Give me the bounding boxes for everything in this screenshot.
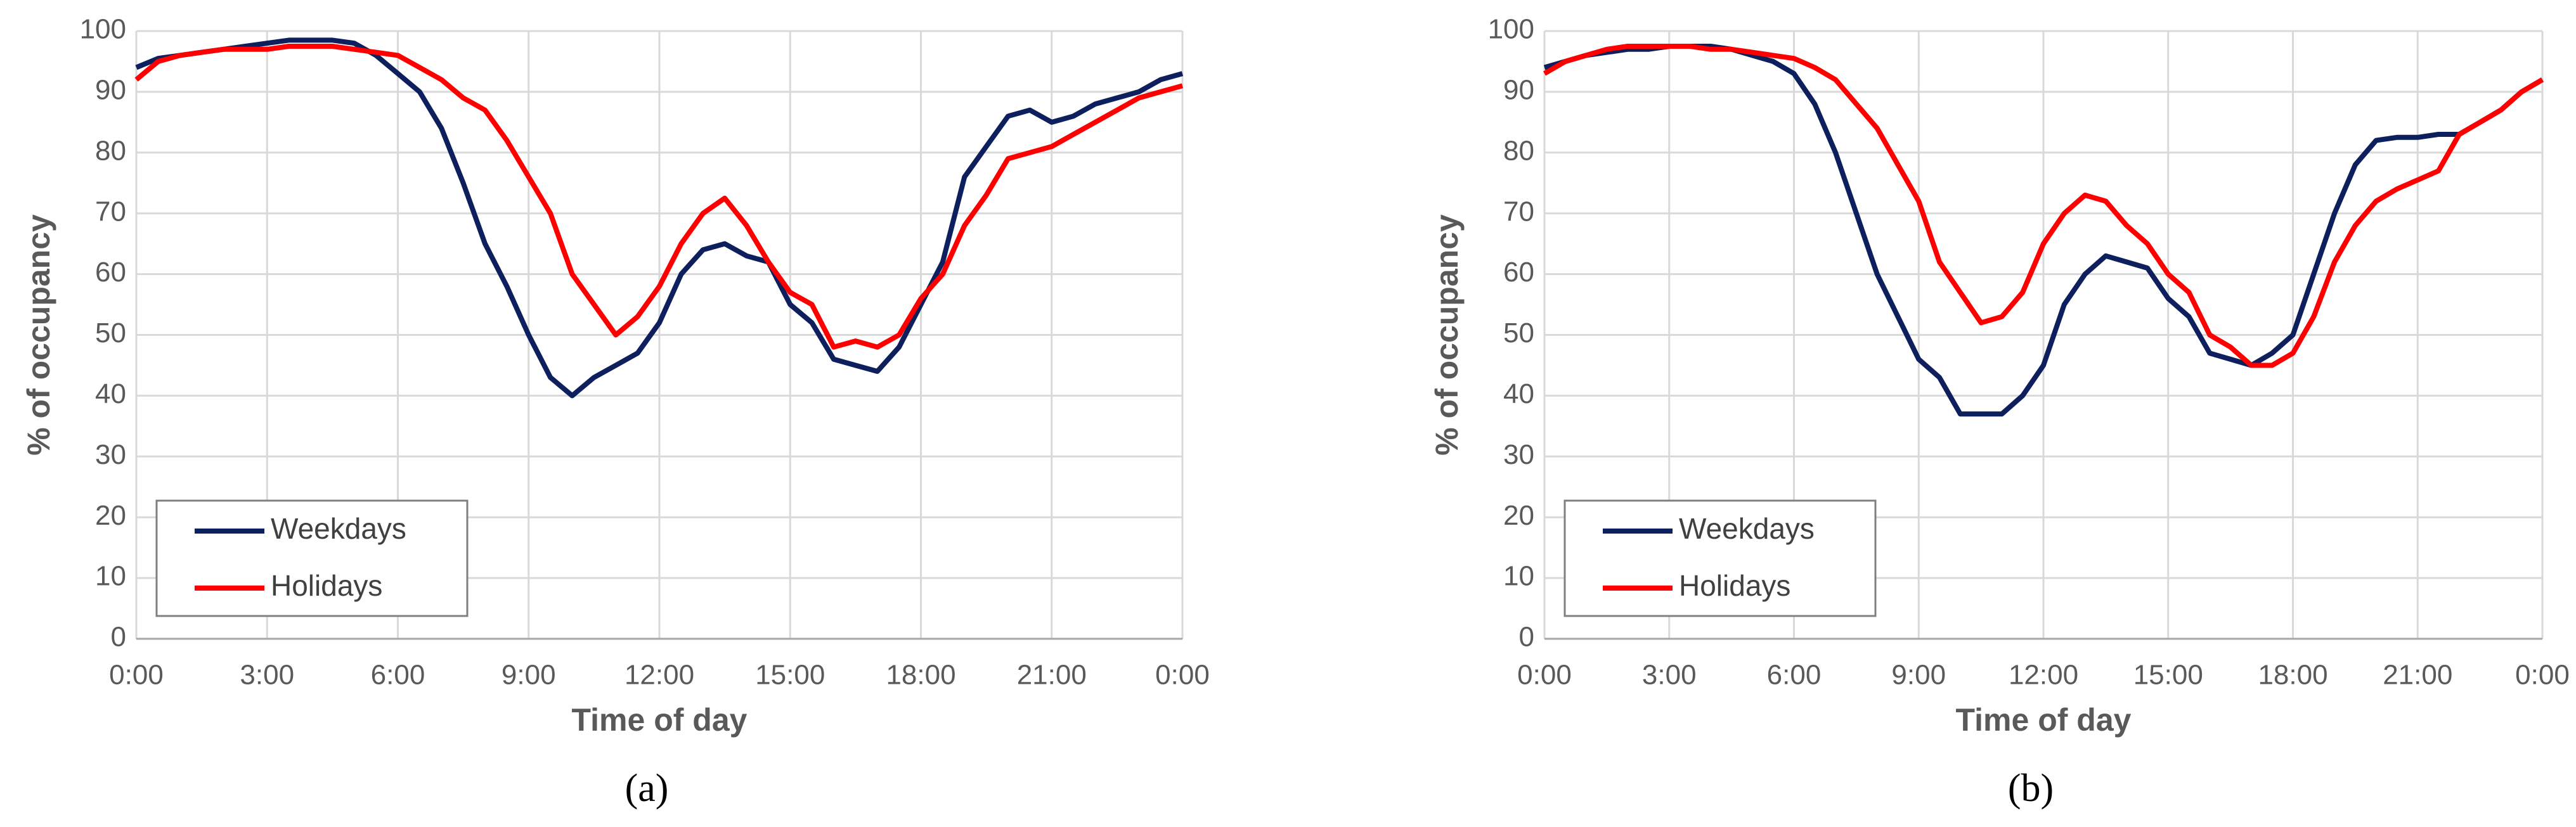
legend-label: Holidays (1679, 569, 1790, 602)
chart: 0 10 20 30 40 50 60 70 80 90 100 0:00 3:00 6:00 9:00 12… (21, 14, 1210, 811)
y-tick-label: 30 (95, 439, 126, 470)
series-line (1543, 44, 2544, 417)
y-tick-label: 30 (1503, 439, 1534, 470)
x-tick-label: 18:00 (886, 660, 955, 691)
y-tick-label: 70 (95, 196, 126, 227)
y-tick-label: 70 (1503, 196, 1534, 227)
y-tick-label: 100 (80, 14, 126, 45)
x-tick-label: 15:00 (755, 660, 825, 691)
x-tick-label: 21:00 (1017, 660, 1087, 691)
legend-label: Holidays (271, 569, 382, 602)
legend-label: Weekdays (271, 512, 406, 545)
y-tick-label: 20 (1503, 500, 1534, 531)
caption: (a) (625, 767, 669, 810)
x-tick-label: 12:00 (625, 660, 694, 691)
legend-box (1563, 499, 1877, 617)
y-tick-label: 40 (95, 378, 126, 409)
x-tick-label: 21:00 (2383, 660, 2452, 691)
chart: 0 10 20 30 40 50 60 70 80 90 100 0:00 3:00 6:00 9:00 12… (1429, 14, 2570, 811)
y-tick-label: 10 (95, 561, 126, 592)
y-tick-label: 50 (1503, 317, 1534, 349)
y-tick-label: 20 (95, 500, 126, 531)
y-tick-label: 80 (95, 135, 126, 166)
x-tick-label: 6:00 (371, 660, 425, 691)
y-axis-title: % of occupancy (1429, 214, 1465, 456)
x-tick-label: 15:00 (2133, 660, 2203, 691)
legend-box (155, 499, 469, 617)
y-tick-label: 60 (1503, 257, 1534, 288)
caption: (b) (2008, 767, 2054, 810)
y-tick-label: 50 (95, 317, 126, 349)
x-tick-label: 0:00 (1517, 660, 1572, 691)
x-tick-label: 9:00 (502, 660, 556, 691)
series-line (1543, 44, 2544, 368)
y-tick-label: 100 (1488, 14, 1534, 45)
x-tick-label: 12:00 (2009, 660, 2078, 691)
x-tick-label: 3:00 (1642, 660, 1697, 691)
x-tick-label: 9:00 (1891, 660, 1946, 691)
x-axis-title: Time of day (1956, 702, 2132, 738)
series-line (135, 37, 1184, 399)
legend-label: Weekdays (1679, 512, 1815, 545)
y-tick-label: 0 (1519, 622, 1534, 653)
y-axis-title: % of occupancy (21, 214, 56, 456)
x-tick-label: 6:00 (1767, 660, 1822, 691)
y-tick-label: 90 (1503, 75, 1534, 106)
y-tick-label: 10 (1503, 561, 1534, 592)
x-tick-label: 0:00 (1155, 660, 1210, 691)
x-axis-title: Time of day (572, 702, 748, 738)
y-tick-label: 0 (111, 622, 126, 653)
x-tick-label: 18:00 (2258, 660, 2327, 691)
x-tick-label: 3:00 (240, 660, 294, 691)
y-tick-label: 90 (95, 75, 126, 106)
y-tick-label: 60 (95, 257, 126, 288)
y-tick-label: 40 (1503, 378, 1534, 409)
x-tick-label: 0:00 (109, 660, 164, 691)
y-tick-label: 80 (1503, 135, 1534, 166)
series-line (134, 44, 1184, 350)
x-tick-label: 0:00 (2515, 660, 2570, 691)
